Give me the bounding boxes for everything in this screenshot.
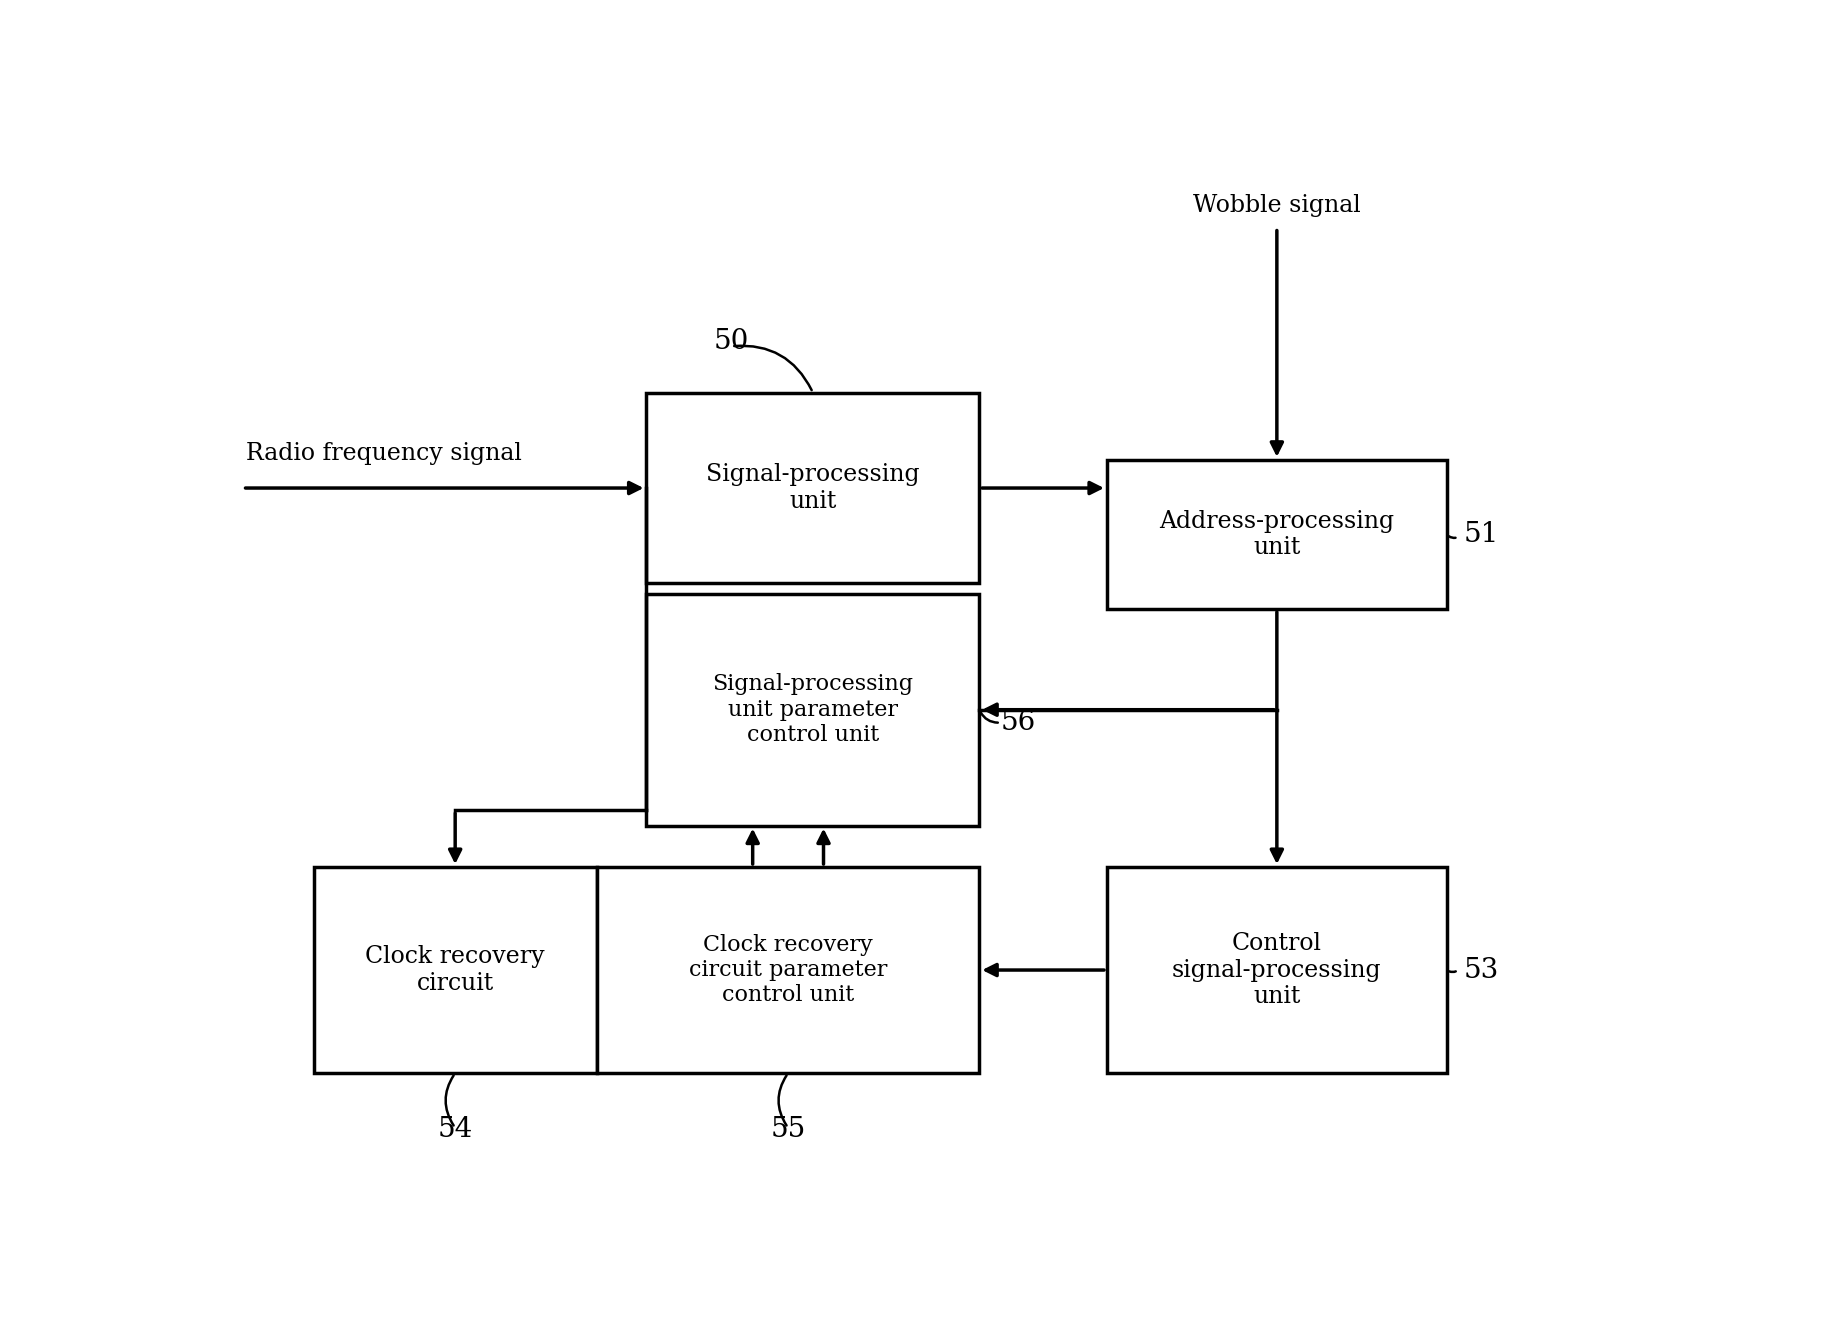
Bar xyxy=(314,866,598,1073)
Text: 51: 51 xyxy=(1464,521,1499,549)
Bar xyxy=(1108,866,1448,1073)
Text: Signal-processing
unit: Signal-processing unit xyxy=(706,463,919,513)
Text: Radio frequency signal: Radio frequency signal xyxy=(245,442,521,466)
Text: Clock recovery
circuit: Clock recovery circuit xyxy=(366,945,545,995)
Bar xyxy=(647,392,980,584)
Text: Wobble signal: Wobble signal xyxy=(1194,194,1360,217)
Text: 54: 54 xyxy=(437,1117,473,1144)
Text: 50: 50 xyxy=(713,328,749,355)
Bar xyxy=(598,866,980,1073)
Text: 53: 53 xyxy=(1464,956,1499,984)
Text: Clock recovery
circuit parameter
control unit: Clock recovery circuit parameter control… xyxy=(689,933,887,1007)
Text: Control
signal-processing
unit: Control signal-processing unit xyxy=(1172,932,1382,1008)
Bar xyxy=(1108,459,1448,609)
Text: Signal-processing
unit parameter
control unit: Signal-processing unit parameter control… xyxy=(713,674,914,746)
Bar xyxy=(647,593,980,826)
Text: Address-processing
unit: Address-processing unit xyxy=(1159,510,1395,560)
Text: 56: 56 xyxy=(1000,710,1036,736)
Text: 55: 55 xyxy=(770,1117,806,1144)
